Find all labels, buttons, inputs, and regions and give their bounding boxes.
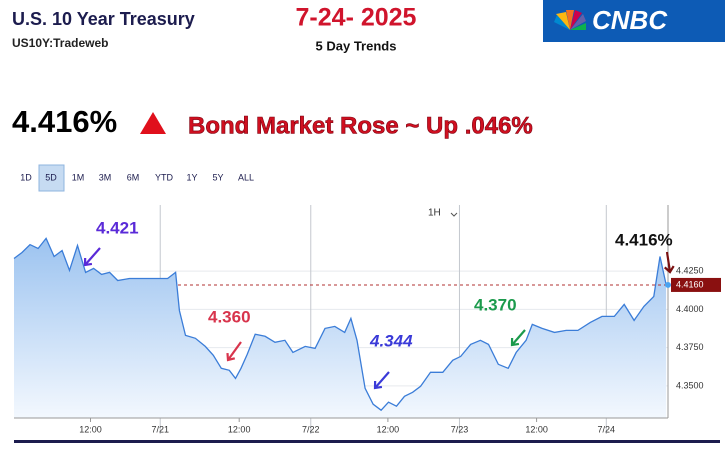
last-point bbox=[665, 281, 671, 288]
range-selector: 1D 5D 1M 3M 6M YTD 1Y 5Y ALL bbox=[20, 164, 254, 192]
x-tick-label: 7/23 bbox=[451, 424, 469, 434]
arrow-head bbox=[226, 352, 236, 362]
range-selected bbox=[38, 164, 65, 192]
y-tick-label: 4.4000 bbox=[676, 304, 704, 314]
annotation: 4.360 bbox=[208, 307, 251, 326]
up-triangle bbox=[140, 112, 166, 134]
arrow bbox=[84, 247, 101, 266]
logo-feather bbox=[566, 10, 574, 30]
range-button[interactable]: ALL bbox=[238, 172, 254, 182]
logo: CNBC bbox=[543, 0, 725, 42]
logo-feather bbox=[570, 14, 586, 30]
date: 7-24- 2025 bbox=[296, 4, 417, 32]
y-tick-label: 4.4250 bbox=[676, 266, 704, 276]
range-button[interactable]: 1D bbox=[20, 172, 32, 182]
x-tick-label: 7/22 bbox=[302, 424, 320, 434]
line bbox=[13, 237, 667, 412]
x-tick-label: 12:00 bbox=[79, 424, 102, 434]
subtitle: 5 Day Trends bbox=[316, 38, 397, 53]
arrow bbox=[227, 341, 242, 361]
range-button[interactable]: 5Y bbox=[212, 172, 223, 182]
chevron bbox=[450, 212, 458, 217]
bottom-bar bbox=[14, 440, 720, 443]
range-button[interactable]: 1Y bbox=[186, 172, 197, 182]
range-button[interactable]: 3M bbox=[99, 172, 112, 182]
annotation: 4.344 bbox=[369, 331, 413, 350]
annotation: 4.370 bbox=[474, 295, 517, 314]
last-price-label: 4.4160 bbox=[676, 279, 704, 289]
logo-feather bbox=[570, 10, 582, 30]
arrow bbox=[374, 371, 390, 389]
price: 4.416% bbox=[12, 104, 117, 139]
last-price-box bbox=[671, 277, 721, 292]
arrow bbox=[511, 329, 526, 346]
logo-feather bbox=[556, 12, 570, 30]
headline: Bond Market Rose ~ Up .046% bbox=[188, 112, 533, 139]
plot: 4.3500 4.3750 4.4000 4.4250 12:00 7/21 12:00 7/… bbox=[13, 205, 721, 434]
interval[interactable]: 1H bbox=[428, 208, 441, 219]
x-tick-label: 12:00 bbox=[525, 424, 548, 434]
logo-text: CNBC bbox=[592, 5, 668, 35]
arrow bbox=[665, 251, 672, 273]
arrow-head bbox=[664, 265, 675, 274]
title: U.S. 10 Year Treasury bbox=[12, 9, 195, 29]
y-tick-label: 4.3500 bbox=[676, 380, 704, 390]
arrow-head bbox=[83, 257, 93, 267]
arrow-head bbox=[510, 337, 520, 347]
logo-feather bbox=[554, 15, 570, 30]
symbol: US10Y:Tradeweb bbox=[12, 36, 108, 50]
y-tick-label: 4.3750 bbox=[676, 342, 704, 352]
area bbox=[14, 238, 667, 418]
x-tick-label: 7/21 bbox=[151, 424, 169, 434]
x-tick-label: 7/24 bbox=[598, 424, 616, 434]
arrow-head bbox=[373, 380, 383, 390]
annotation: 4.421 bbox=[96, 218, 139, 237]
range-button[interactable]: YTD bbox=[155, 172, 174, 182]
logo-feather bbox=[570, 23, 586, 30]
range-button[interactable]: 6M bbox=[127, 172, 140, 182]
x-tick-label: 12:00 bbox=[377, 424, 400, 434]
x-tick-label: 12:00 bbox=[228, 424, 251, 434]
annotation: 4.416% bbox=[615, 230, 673, 249]
range-button[interactable]: 5D bbox=[45, 172, 57, 182]
range-button[interactable]: 1M bbox=[72, 172, 85, 182]
